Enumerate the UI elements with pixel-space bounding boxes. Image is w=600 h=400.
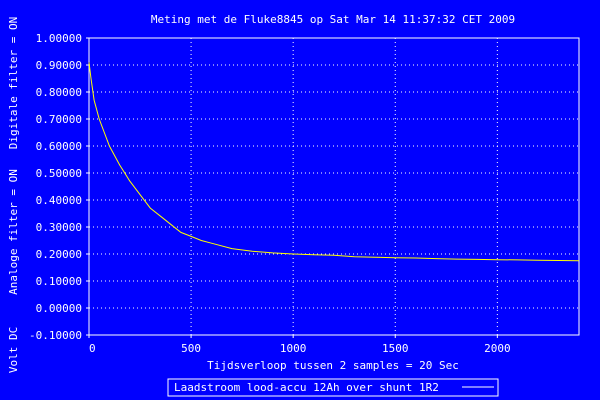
y-tick-label: 0.20000 [36,248,82,261]
x-tick-label: 1500 [382,342,409,355]
y-tick-label: -0.10000 [29,329,82,342]
x-tick-labels: 0 500 1000 1500 2000 [88,335,511,355]
y-tick-labels: 1.00000 0.90000 0.80000 0.70000 0.60000 0.500… [29,32,89,342]
x-tick-label: 500 [181,342,201,355]
grid-lines [89,38,579,335]
x-tick-label: 1000 [280,342,307,355]
y-axis-label-digital: Digitale filter = ON [7,17,20,149]
y-tick-label: 0.40000 [36,194,82,207]
y-tick-label: 0.90000 [36,59,82,72]
series-line [88,62,580,262]
y-tick-label: 0.70000 [36,113,82,126]
legend-box [167,378,499,397]
y-axis-label: Volt DC Analoge filter = ON Digitale fil… [7,17,20,373]
y-axis-label-analog: Analoge filter = ON [7,169,20,295]
legend: Laadstroom lood-accu 12Ah over shunt 1R2 [167,378,499,397]
legend-label: Laadstroom lood-accu 12Ah over shunt 1R2 [174,381,439,394]
y-tick-label: 0.80000 [36,86,82,99]
plot-area-border [88,37,580,336]
y-tick-label: 0.30000 [36,221,82,234]
y-tick-label: 1.00000 [36,32,82,45]
x-axis-label: Tijdsverloop tussen 2 samples = 20 Sec [207,359,459,372]
chart-title: Meting met de Fluke8845 op Sat Mar 14 11… [151,13,515,26]
y-tick-label: 0.10000 [36,275,82,288]
y-axis-label-volt: Volt DC [7,327,20,373]
x-tick-label: 2000 [484,342,511,355]
y-tick-label: 0.00000 [36,302,82,315]
y-tick-label: 0.60000 [36,140,82,153]
y-tick-label: 0.50000 [36,167,82,180]
x-tick-label: 0 [89,342,96,355]
